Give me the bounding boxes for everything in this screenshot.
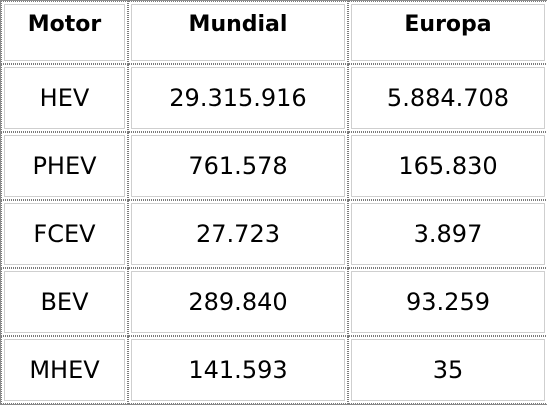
header-motor: Motor <box>1 1 128 64</box>
cell-europa: 165.830 <box>348 132 547 200</box>
cell-europa: 35 <box>348 336 547 404</box>
table-row: PHEV 761.578 165.830 <box>1 132 547 200</box>
table-row: FCEV 27.723 3.897 <box>1 200 547 268</box>
header-europa: Europa <box>348 1 547 64</box>
cell-europa: 93.259 <box>348 268 547 336</box>
cell-mundial: 289.840 <box>128 268 348 336</box>
cell-motor: PHEV <box>1 132 128 200</box>
table-row: MHEV 141.593 35 <box>1 336 547 404</box>
table-header: Motor Mundial Europa <box>1 1 547 64</box>
cell-mundial: 141.593 <box>128 336 348 404</box>
cell-mundial: 29.315.916 <box>128 64 348 132</box>
cell-mundial: 27.723 <box>128 200 348 268</box>
cell-motor: BEV <box>1 268 128 336</box>
cell-motor: HEV <box>1 64 128 132</box>
cell-motor: MHEV <box>1 336 128 404</box>
table-row: BEV 289.840 93.259 <box>1 268 547 336</box>
header-row: Motor Mundial Europa <box>1 1 547 64</box>
table-row: HEV 29.315.916 5.884.708 <box>1 64 547 132</box>
cell-motor: FCEV <box>1 200 128 268</box>
cell-europa: 3.897 <box>348 200 547 268</box>
header-mundial: Mundial <box>128 1 348 64</box>
table-body: HEV 29.315.916 5.884.708 PHEV 761.578 16… <box>1 64 547 404</box>
cell-europa: 5.884.708 <box>348 64 547 132</box>
cell-mundial: 761.578 <box>128 132 348 200</box>
